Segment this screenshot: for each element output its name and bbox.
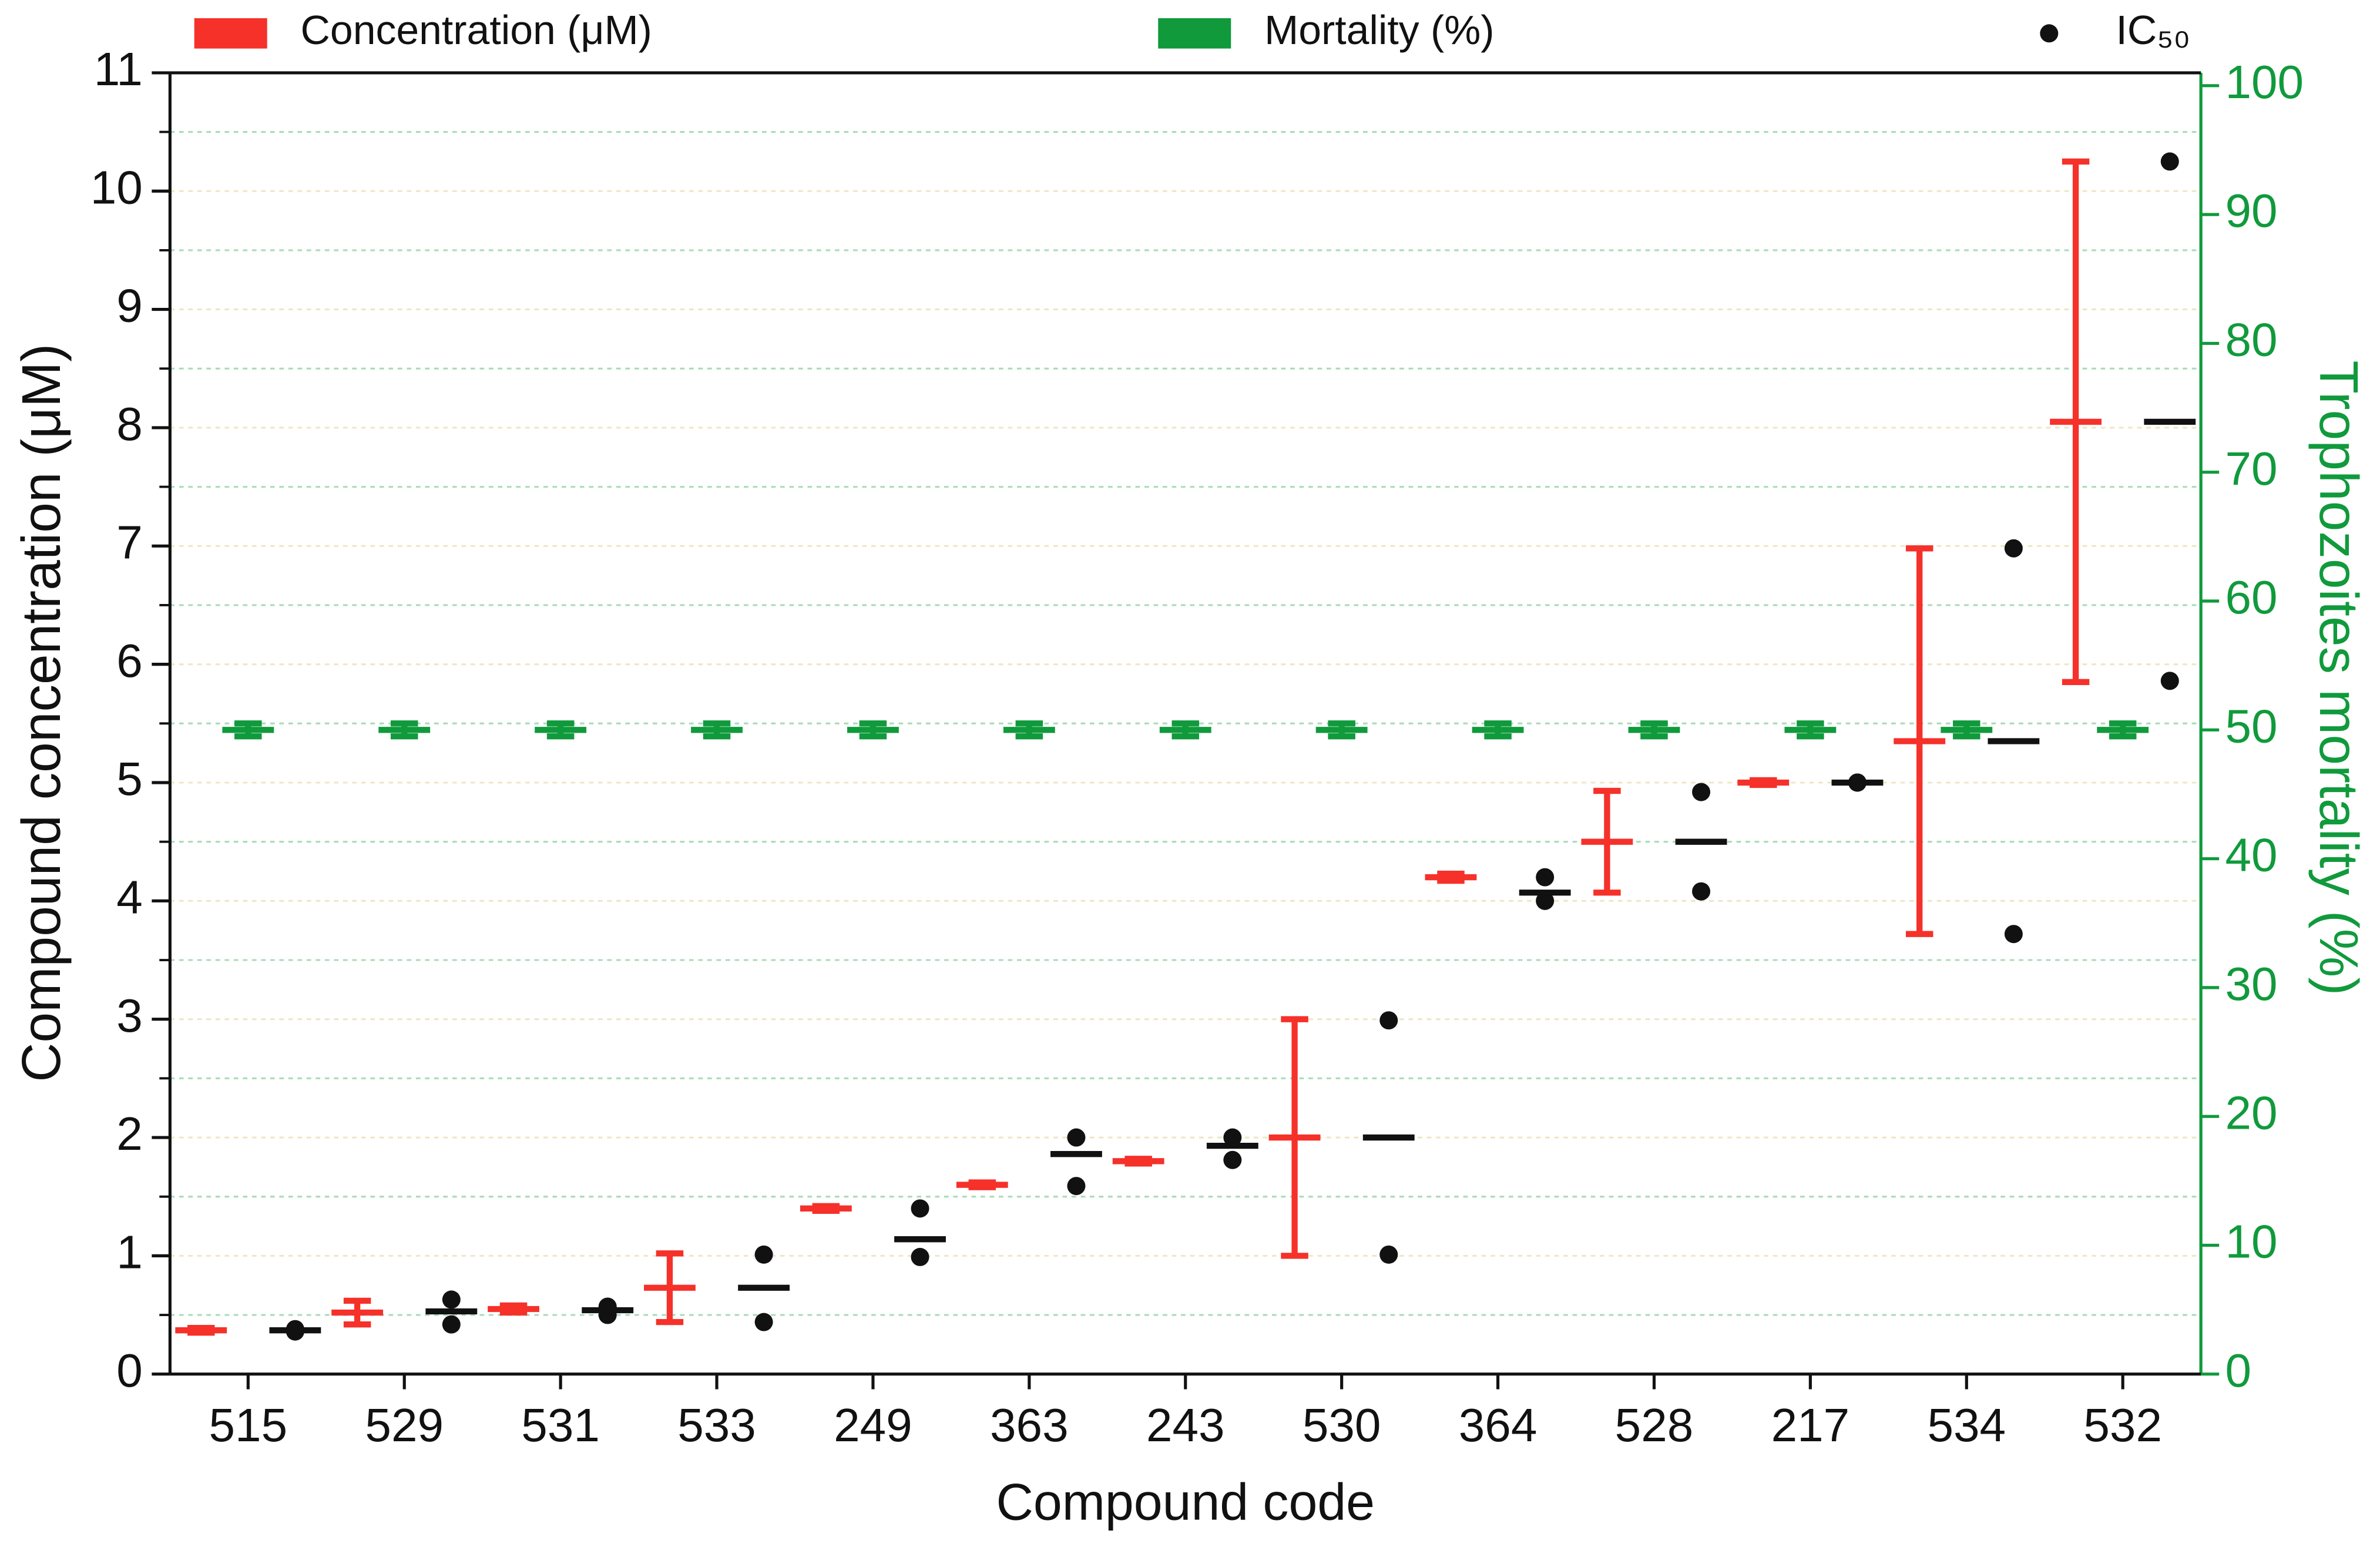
replicate-dot (1379, 1011, 1398, 1030)
replicate-dot (2004, 539, 2023, 558)
y-tick-label: 0 (116, 1344, 143, 1397)
x-tick-label: 243 (1146, 1399, 1225, 1451)
y-tick-label: 7 (116, 516, 143, 568)
y-tick-label: 2 (116, 1108, 143, 1160)
x-tick-label: 217 (1771, 1399, 1850, 1451)
replicate-dot (2160, 152, 2179, 171)
replicate-dot (754, 1313, 773, 1331)
y-tick-label: 5 (116, 753, 143, 805)
legend-label: Mortality (%) (1264, 7, 1494, 53)
x-tick-label: 532 (2083, 1399, 2162, 1451)
y-tick-label: 9 (116, 280, 143, 332)
legend-label: Concentration (μM) (301, 7, 652, 53)
replicate-dot (1379, 1245, 1398, 1264)
replicate-dot (754, 1245, 773, 1264)
y2-tick-label: 0 (2225, 1344, 2251, 1397)
y-tick-label: 4 (116, 871, 143, 923)
replicate-dot (2160, 672, 2179, 690)
y-tick-label: 6 (116, 635, 143, 687)
y2-tick-label: 10 (2225, 1216, 2277, 1268)
replicate-dot (442, 1290, 461, 1309)
replicate-dot (1692, 783, 1711, 801)
x-tick-label: 515 (209, 1399, 288, 1451)
replicate-dot (911, 1199, 929, 1218)
y2-tick-label: 70 (2225, 442, 2277, 495)
x-tick-label: 249 (834, 1399, 912, 1451)
y-tick-label: 1 (116, 1226, 143, 1278)
legend-swatch (1158, 18, 1231, 49)
replicate-dot (1536, 868, 1555, 887)
y-tick-label: 11 (94, 43, 143, 95)
y2-tick-label: 30 (2225, 958, 2277, 1010)
x-tick-label: 529 (365, 1399, 444, 1451)
x-tick-label: 364 (1459, 1399, 1538, 1451)
y-tick-label: 3 (116, 989, 143, 1042)
replicate-dot (911, 1247, 929, 1266)
y-tick-label: 8 (116, 398, 143, 450)
y-axis-title: Compound concentration (μM) (11, 344, 72, 1082)
y-tick-label: 10 (90, 161, 143, 213)
replicate-dot (1223, 1150, 1242, 1169)
replicate-dot (1067, 1177, 1086, 1196)
replicate-dot (442, 1315, 461, 1334)
x-tick-label: 530 (1303, 1399, 1381, 1451)
replicate-dot (1067, 1128, 1086, 1147)
y2-tick-label: 90 (2225, 184, 2277, 237)
y2-tick-label: 20 (2225, 1086, 2277, 1139)
y2-tick-label: 40 (2225, 829, 2277, 881)
x-tick-label: 534 (1927, 1399, 2006, 1451)
y2-tick-label: 60 (2225, 571, 2277, 623)
legend-label: IC₅₀ (2116, 7, 2190, 53)
replicate-dot (1536, 891, 1555, 910)
replicate-dot (1692, 882, 1711, 901)
y2-tick-label: 50 (2225, 700, 2277, 752)
legend-swatch (194, 18, 267, 49)
replicate-dot (1223, 1128, 1242, 1147)
legend-marker (2040, 24, 2059, 43)
y2-tick-label: 80 (2225, 314, 2277, 366)
replicate-dot (2004, 925, 2023, 944)
y2-tick-label: 100 (2225, 56, 2304, 108)
y2-axis-title: Trophozoites mortality (%) (2308, 360, 2369, 995)
x-axis-title: Compound code (996, 1474, 1375, 1531)
x-tick-label: 533 (677, 1399, 756, 1451)
x-tick-label: 531 (521, 1399, 600, 1451)
x-tick-label: 363 (990, 1399, 1069, 1451)
x-tick-label: 528 (1615, 1399, 1694, 1451)
